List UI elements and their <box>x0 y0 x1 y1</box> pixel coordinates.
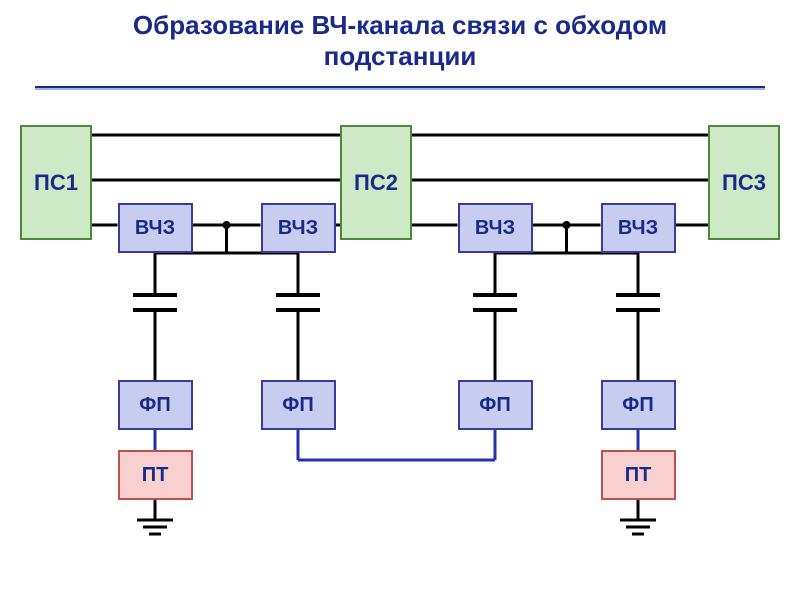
vchz-2: ВЧЗ <box>261 203 336 253</box>
wiring-svg <box>0 0 800 600</box>
substation-ps2: ПС2 <box>340 125 412 240</box>
pt-2-label: ПТ <box>625 464 652 487</box>
ps2-label: ПС2 <box>354 170 398 196</box>
pt-2: ПТ <box>601 450 676 500</box>
vchz-1-label: ВЧЗ <box>135 217 175 240</box>
fp-1: ФП <box>118 380 193 430</box>
pt-1-label: ПТ <box>142 464 169 487</box>
vchz-1: ВЧЗ <box>118 203 193 253</box>
fp-2: ФП <box>261 380 336 430</box>
substation-ps3: ПС3 <box>708 125 780 240</box>
fp-1-label: ФП <box>139 394 170 417</box>
vchz-4-label: ВЧЗ <box>618 217 658 240</box>
pt-1: ПТ <box>118 450 193 500</box>
vchz-3-label: ВЧЗ <box>475 217 515 240</box>
fp-2-label: ФП <box>282 394 313 417</box>
vchz-3: ВЧЗ <box>458 203 533 253</box>
fp-3: ФП <box>458 380 533 430</box>
vchz-4: ВЧЗ <box>601 203 676 253</box>
title-underline <box>35 86 765 90</box>
fp-4-label: ФП <box>622 394 653 417</box>
fp-3-label: ФП <box>479 394 510 417</box>
substation-ps1: ПС1 <box>20 125 92 240</box>
ps1-label: ПС1 <box>34 170 78 196</box>
fp-4: ФП <box>601 380 676 430</box>
ps3-label: ПС3 <box>722 170 766 196</box>
vchz-2-label: ВЧЗ <box>278 217 318 240</box>
